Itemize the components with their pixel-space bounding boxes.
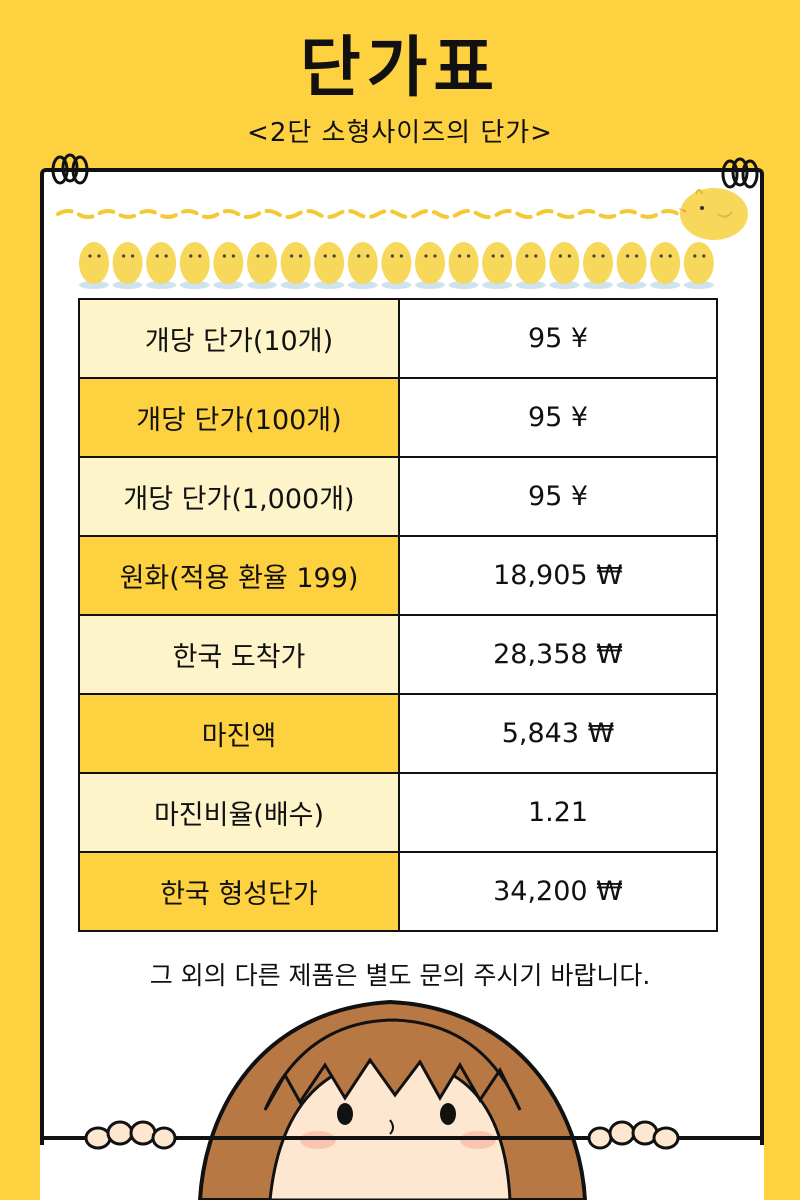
row-value: 95 ¥ bbox=[398, 298, 718, 379]
row-value: 95 ¥ bbox=[398, 377, 718, 458]
row-label: 원화(적용 환율 199) bbox=[78, 535, 400, 616]
chick-icon bbox=[415, 242, 445, 289]
chick-icon bbox=[347, 242, 378, 289]
chick-icon bbox=[146, 242, 177, 289]
row-value: 34,200 ₩ bbox=[398, 851, 718, 932]
chick-icon bbox=[213, 242, 244, 289]
page-subtitle: <2단 소형사이즈의 단가> bbox=[247, 118, 553, 148]
table-row: 한국 도착가 28,358 ₩ bbox=[78, 614, 718, 695]
table-row: 개당 단가(1,000개) 95 ¥ bbox=[78, 456, 718, 537]
chick-icon bbox=[683, 242, 714, 289]
row-label: 개당 단가(10개) bbox=[78, 298, 400, 379]
chick-icon bbox=[179, 242, 210, 289]
table-row: 개당 단가(10개) 95 ¥ bbox=[78, 298, 718, 379]
table-row: 마진비율(배수) 1.21 bbox=[78, 772, 718, 853]
table-row: 마진액 5,843 ₩ bbox=[78, 693, 718, 774]
row-label: 한국 형성단가 bbox=[78, 851, 400, 932]
row-label: 개당 단가(1,000개) bbox=[78, 456, 400, 537]
row-value: 18,905 ₩ bbox=[398, 535, 718, 616]
chick-icon bbox=[616, 242, 647, 289]
chick-icon bbox=[549, 242, 580, 289]
chick-icon bbox=[515, 242, 546, 289]
row-label: 한국 도착가 bbox=[78, 614, 400, 695]
table-row: 한국 형성단가 34,200 ₩ bbox=[78, 851, 718, 932]
chick-icon bbox=[482, 242, 513, 289]
chick-row bbox=[79, 242, 714, 289]
binder-clip-icon bbox=[721, 157, 759, 189]
chick-icon bbox=[79, 242, 109, 289]
row-label: 마진액 bbox=[78, 693, 400, 774]
chick-icon bbox=[280, 242, 311, 289]
page-title: 단가표 bbox=[299, 29, 501, 106]
row-value: 28,358 ₩ bbox=[398, 614, 718, 695]
row-value: 95 ¥ bbox=[398, 456, 718, 537]
chick-icon bbox=[650, 242, 681, 289]
chick-icon bbox=[314, 242, 345, 289]
chick-icon bbox=[678, 188, 748, 240]
chick-icon bbox=[247, 242, 277, 289]
table-row: 개당 단가(100개) 95 ¥ bbox=[78, 377, 718, 458]
row-label: 개당 단가(100개) bbox=[78, 377, 400, 458]
footer-note: 그 외의 다른 제품은 별도 문의 주시기 바랍니다. bbox=[149, 961, 651, 990]
row-value: 5,843 ₩ bbox=[398, 693, 718, 774]
chick-icon bbox=[112, 242, 143, 289]
row-value: 1.21 bbox=[398, 772, 718, 853]
price-table: 개당 단가(10개) 95 ¥ 개당 단가(100개) 95 ¥ 개당 단가(1,000… bbox=[78, 298, 718, 932]
row-label: 마진비율(배수) bbox=[78, 772, 400, 853]
chick-icon bbox=[448, 242, 479, 289]
binder-clip-icon bbox=[51, 153, 89, 185]
chick-icon bbox=[583, 242, 613, 289]
chick-icon bbox=[381, 242, 412, 289]
girl-illustration bbox=[40, 999, 764, 1200]
table-row: 원화(적용 환율 199) 18,905 ₩ bbox=[78, 535, 718, 616]
